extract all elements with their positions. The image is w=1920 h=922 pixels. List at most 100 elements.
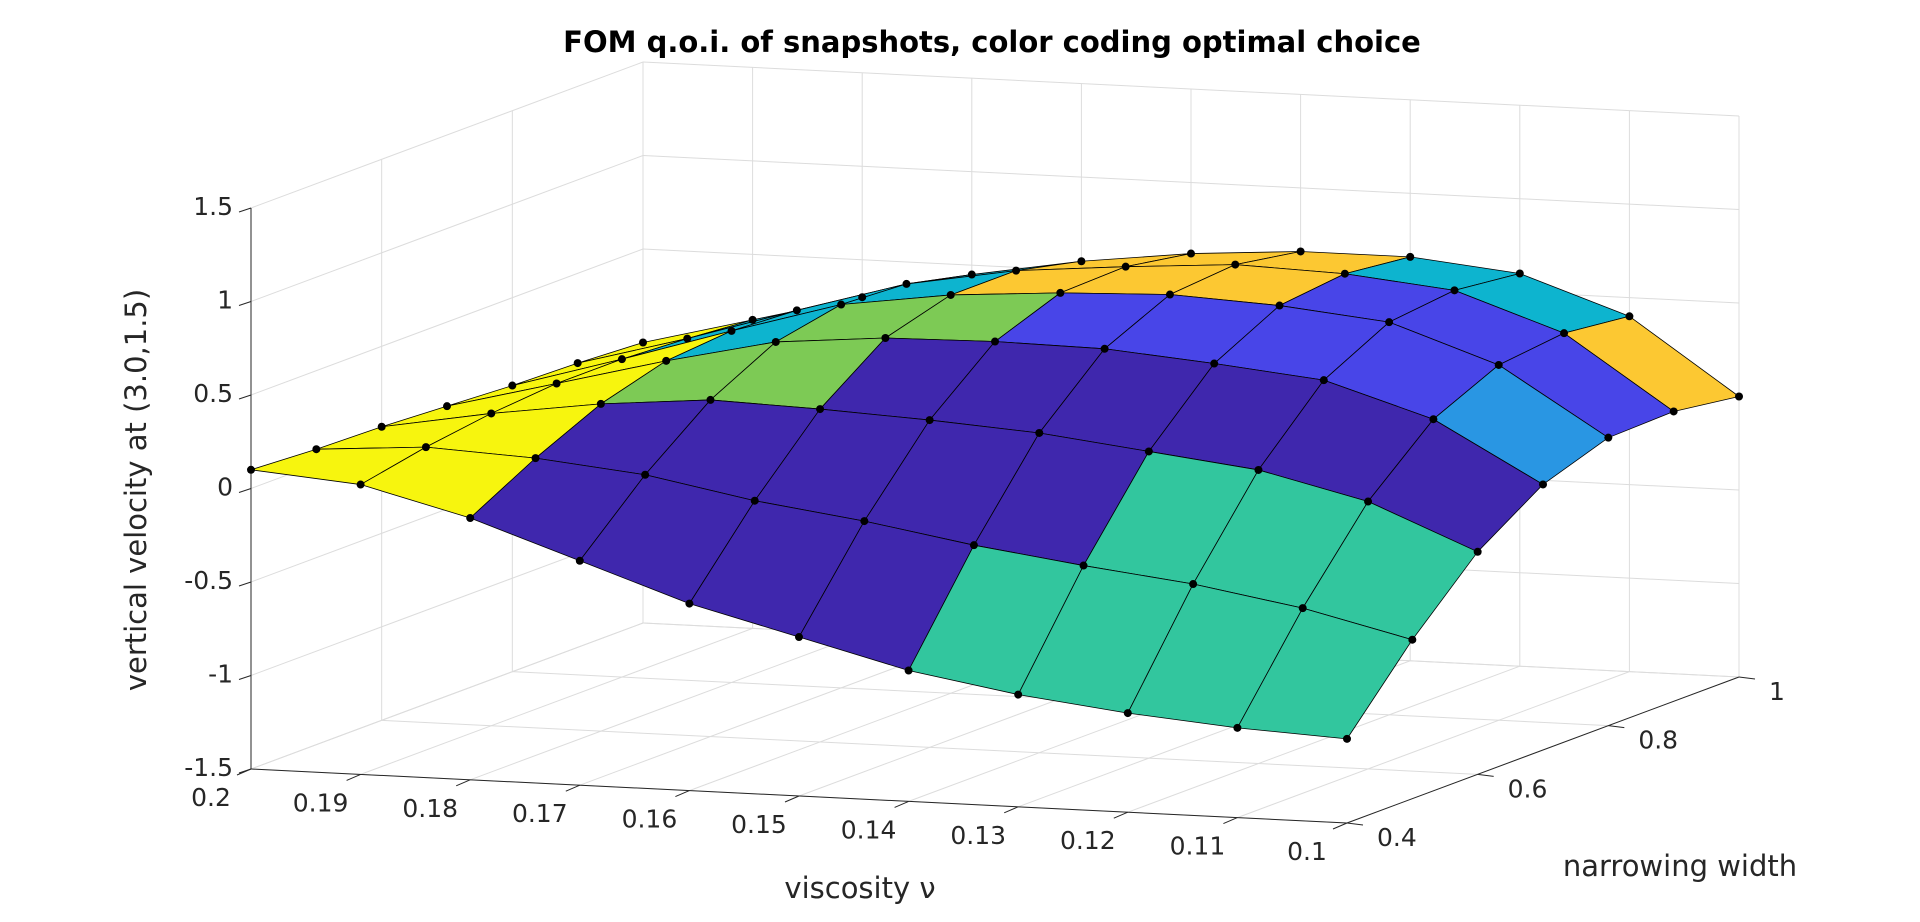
surface-vertex [1604, 433, 1613, 442]
x-tick [675, 790, 690, 798]
surface-vertex [991, 337, 999, 346]
grid-line [470, 633, 863, 781]
x-tick [456, 779, 471, 787]
surface-vertex [1014, 690, 1023, 699]
surface-vertex [925, 416, 934, 425]
surface-vertex [1625, 312, 1634, 321]
x-tick [894, 800, 909, 808]
surface-vertex [1364, 497, 1373, 506]
surface-vertex [1296, 247, 1305, 256]
y-tick [1608, 725, 1625, 729]
chart-title: FOM q.o.i. of snapshots, color coding op… [563, 25, 1421, 59]
surface-vertex [487, 409, 496, 418]
z-axis-label: vertical velocity at (3.0,1.5) [119, 289, 153, 691]
y-tick [1477, 773, 1494, 777]
surface-vertex [1189, 580, 1198, 589]
surface-vertex [617, 355, 626, 364]
x-tick [1004, 806, 1019, 814]
grid-line [642, 155, 1740, 210]
surface-vertex [795, 633, 803, 642]
surface-vertex [969, 541, 978, 550]
x-tick-label: 0.1 [1287, 837, 1327, 866]
surface-vertex [1343, 734, 1351, 743]
z-tick-label: -0.5 [184, 566, 233, 595]
z-tick [238, 394, 252, 400]
grid-line [381, 719, 1478, 775]
surface-vertex [573, 359, 582, 368]
surface-vertex [946, 290, 955, 299]
y-tick [1346, 822, 1364, 826]
x-tick [1113, 811, 1128, 819]
surface-vertex [377, 422, 386, 431]
surface-vertex [1406, 252, 1415, 261]
x-tick [1223, 817, 1238, 825]
surface-vertex [1275, 301, 1284, 310]
surface-vertex [1231, 260, 1240, 269]
z-tick-label: 1 [217, 286, 233, 315]
surface-vertex [1035, 428, 1044, 437]
surface-vertex [1079, 561, 1088, 570]
y-tick-label: 1 [1769, 677, 1785, 706]
surface-vertex [1056, 288, 1065, 297]
surface-vertex [552, 379, 561, 388]
x-tick-label: 0.15 [731, 810, 787, 839]
surface-vertex [904, 666, 913, 675]
axis-line [1346, 676, 1740, 824]
surface-vertex [902, 279, 911, 288]
surface-vertex [1121, 262, 1130, 271]
x-tick-label: 0.2 [191, 783, 231, 812]
y-tick-label: 0.4 [1377, 823, 1417, 852]
surface-vertex [1144, 447, 1153, 456]
surface-vertex [1100, 344, 1109, 353]
surface-vertex [1669, 407, 1678, 416]
surface-vertex [1539, 480, 1547, 489]
surface-vertex [881, 333, 890, 342]
surface-vertex [1187, 249, 1195, 258]
surface-vertex [596, 399, 605, 408]
surface-vertex [1319, 376, 1328, 385]
x-tick-label: 0.13 [950, 821, 1006, 850]
grid-line [360, 627, 753, 775]
surface-vertex [750, 496, 759, 505]
surface-vertex [1450, 286, 1459, 295]
surface-vertex [1560, 329, 1569, 338]
x-axis-label: viscosity ν [784, 871, 935, 905]
surface-vertex [1165, 290, 1174, 299]
x-tick-label: 0.17 [512, 799, 568, 828]
z-tick-label: 0.5 [193, 379, 233, 408]
z-tick-label: 1.5 [193, 192, 233, 221]
grid-line [1127, 665, 1520, 813]
z-tick [238, 207, 252, 213]
grid-line [250, 61, 644, 209]
z-tick [238, 301, 252, 306]
surface-vertex [816, 405, 825, 414]
z-tick [238, 675, 252, 680]
surface-vertex [1123, 709, 1132, 718]
surface-vertex [771, 337, 780, 346]
y-axis-label: narrowing width [1563, 849, 1797, 883]
surface-vertex [1254, 465, 1263, 474]
x-tick [784, 795, 800, 803]
grid-line [1237, 671, 1630, 819]
z-tick-label: -1 [208, 660, 233, 689]
surface-vertex [1233, 723, 1242, 732]
surface-vertex [312, 445, 321, 454]
surface-vertex [531, 454, 540, 463]
surface-vertex [860, 517, 869, 526]
grid-line [250, 248, 644, 396]
y-tick-label: 0.8 [1638, 726, 1678, 755]
z-tick [238, 488, 252, 493]
surface-vertex [858, 293, 867, 302]
surface-vertex [837, 300, 846, 309]
surface-vertex [1340, 269, 1349, 278]
z-tick-label: 0 [217, 473, 233, 502]
surface-vertex [1012, 266, 1021, 275]
y-tick [1738, 676, 1756, 680]
z-tick [238, 581, 252, 587]
surface-vertex [1385, 318, 1394, 327]
surface-vertex [508, 381, 517, 390]
surface-vertex [662, 356, 671, 365]
surface-vertex [1735, 392, 1743, 401]
x-tick-label: 0.18 [402, 794, 458, 823]
